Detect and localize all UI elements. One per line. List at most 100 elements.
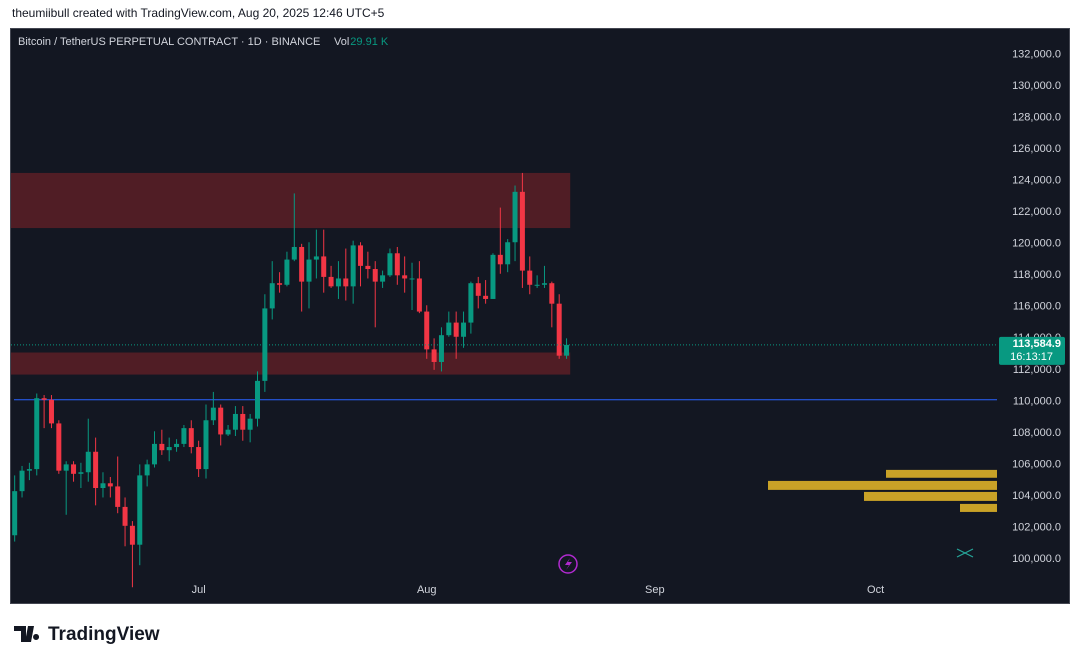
candle-body	[107, 483, 113, 487]
candle-body	[446, 322, 452, 336]
candle-body	[505, 242, 511, 265]
candle-body	[203, 420, 209, 470]
y-tick-label: 124,000.0	[1012, 175, 1061, 187]
candle-body	[210, 407, 216, 421]
last-price-label: 113,584.9	[1013, 338, 1061, 350]
x-tick-label: Sep	[645, 584, 665, 596]
y-tick-label: 132,000.0	[1012, 49, 1061, 61]
y-tick-label: 108,000.0	[1012, 427, 1061, 439]
x-tick-label: Aug	[417, 584, 437, 596]
y-tick-label: 104,000.0	[1012, 490, 1061, 502]
y-tick-label: 102,000.0	[1012, 521, 1061, 533]
zone	[11, 172, 571, 229]
candle-body	[262, 308, 268, 381]
candle-body	[144, 464, 150, 476]
candle-body	[19, 470, 25, 492]
candle-body	[100, 483, 106, 488]
candle-body	[277, 283, 283, 285]
candle-body	[181, 428, 187, 444]
candle-body	[196, 447, 202, 470]
candle-body	[174, 443, 180, 448]
y-tick-label: 110,000.0	[1013, 395, 1061, 407]
candle-body	[129, 525, 135, 545]
volume-value: 29.91 K	[350, 36, 389, 48]
candle-body	[343, 278, 349, 287]
candle-body	[556, 303, 562, 356]
candle-body	[218, 407, 224, 435]
candle-body	[48, 399, 54, 424]
candle-body	[26, 469, 32, 471]
candle-body	[122, 506, 128, 526]
event-icon-bolt	[565, 558, 572, 570]
candle-body	[232, 413, 238, 430]
candle-body	[299, 246, 305, 282]
y-tick-label: 128,000.0	[1012, 112, 1061, 124]
candle-body	[409, 278, 415, 280]
candle-body	[387, 253, 393, 276]
candle-body	[497, 254, 503, 265]
candle-body	[85, 451, 91, 473]
candle-body	[365, 265, 371, 270]
candle-body	[372, 269, 378, 282]
candle-body	[159, 443, 165, 451]
candle-body	[188, 428, 194, 448]
candle-body	[394, 253, 400, 276]
candle-body	[137, 475, 143, 545]
candle-body	[475, 283, 481, 296]
candle-body	[41, 398, 47, 400]
candle-body	[431, 349, 437, 362]
candle-body	[335, 278, 341, 287]
candle-body	[483, 295, 489, 299]
y-tick-label: 130,000.0	[1012, 80, 1061, 92]
candle-body	[166, 447, 172, 451]
volume-profile-bar	[886, 469, 997, 478]
chart-panel	[10, 28, 1070, 604]
candle-body	[438, 335, 444, 362]
chart-title: Bitcoin / TetherUS PERPETUAL CONTRACT · …	[18, 36, 320, 48]
candle-body	[240, 413, 246, 430]
candle-body	[402, 275, 408, 279]
candle-body	[321, 256, 327, 277]
candle-body	[468, 283, 474, 323]
candle-body	[284, 259, 290, 285]
candle-body	[358, 245, 364, 266]
y-tick-label: 100,000.0	[1012, 553, 1061, 565]
volume-profile-bar	[960, 503, 997, 512]
candle-body	[380, 275, 386, 282]
y-tick-label: 112,000.0	[1013, 364, 1061, 376]
candle-body	[549, 283, 555, 304]
candle-body	[541, 283, 547, 285]
volume-label: Vol	[334, 36, 349, 48]
candle-body	[461, 322, 467, 337]
x-tick-label: Oct	[867, 584, 884, 596]
candle-body	[291, 246, 297, 260]
candle-body	[416, 278, 422, 312]
candle-body	[71, 464, 77, 474]
brand-logo	[14, 626, 40, 642]
last-price-tag	[999, 336, 1065, 365]
y-tick-label: 126,000.0	[1012, 143, 1061, 155]
candle-body	[424, 311, 430, 350]
candle-body	[63, 464, 69, 471]
volume-profile-bar	[768, 480, 997, 490]
candle-body	[255, 380, 260, 419]
candle-body	[115, 486, 121, 507]
header: theumiibull created with TradingView.com…	[12, 6, 385, 20]
candle-body	[490, 254, 496, 299]
candle-body	[56, 423, 62, 471]
candle-body	[512, 191, 518, 243]
y-tick-label: 116,000.0	[1013, 301, 1061, 313]
candle-body	[34, 398, 40, 470]
candle-body	[78, 472, 84, 474]
candle-body	[534, 284, 540, 286]
event-icon[interactable]	[558, 554, 578, 574]
settings-icon[interactable]	[956, 548, 974, 558]
candle-body	[350, 245, 356, 287]
candle-body	[225, 429, 231, 435]
candle-body	[306, 259, 312, 282]
candle-body	[12, 491, 18, 536]
candle-body	[527, 270, 533, 285]
candle-body	[93, 451, 99, 488]
candle-body	[519, 191, 525, 271]
candle-body	[247, 418, 253, 430]
